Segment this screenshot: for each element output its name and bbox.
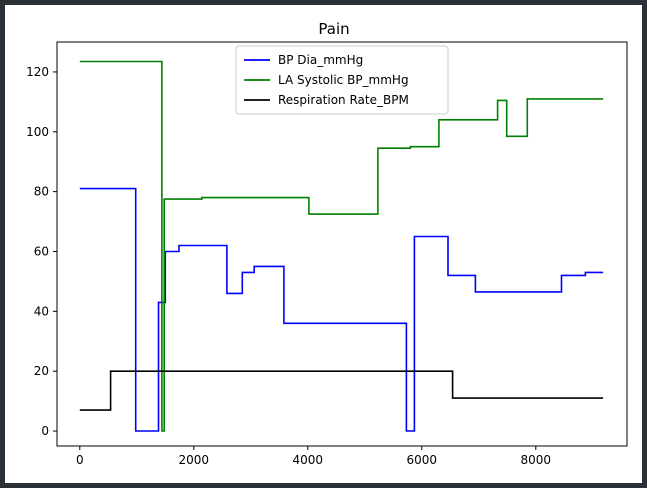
series-line-3	[79, 370, 604, 411]
line-chart: Pain 0 2000 4000 6000 8000 0 20 40 60 80 100 120 B…	[26, 20, 628, 467]
y-tick-label: 0	[41, 424, 49, 438]
chart-title: Pain	[318, 20, 349, 38]
legend-box	[235, 45, 449, 115]
series-line-1	[79, 187, 604, 432]
x-tick-label: 8000	[521, 453, 552, 467]
y-tick-label: 40	[34, 304, 49, 318]
x-axis: 0 2000 4000 6000 8000	[76, 446, 551, 467]
x-tick-label: 4000	[293, 453, 324, 467]
x-tick-label: 2000	[179, 453, 210, 467]
y-tick-label: 120	[26, 65, 49, 79]
legend: BP Dia_mmHg LA Systolic BP_mmHg Respiratio…	[235, 45, 449, 115]
legend-label: Respiration Rate_BPM	[278, 93, 409, 107]
y-tick-label: 60	[34, 244, 49, 258]
plot-area-frame	[56, 41, 628, 447]
y-tick-label: 100	[26, 125, 49, 139]
legend-label: BP Dia_mmHg	[278, 53, 363, 67]
legend-label: LA Systolic BP_mmHg	[278, 73, 409, 87]
plot-lines	[79, 60, 604, 432]
y-tick-label: 20	[34, 364, 49, 378]
x-tick-label: 6000	[407, 453, 438, 467]
x-tick-label: 0	[76, 453, 84, 467]
series-line-2	[79, 60, 604, 432]
figure: Pain 0 2000 4000 6000 8000 0 20 40 60 80 100 120 B…	[5, 5, 642, 483]
y-axis: 0 20 40 60 80 100 120	[26, 65, 57, 438]
y-tick-label: 80	[34, 185, 49, 199]
